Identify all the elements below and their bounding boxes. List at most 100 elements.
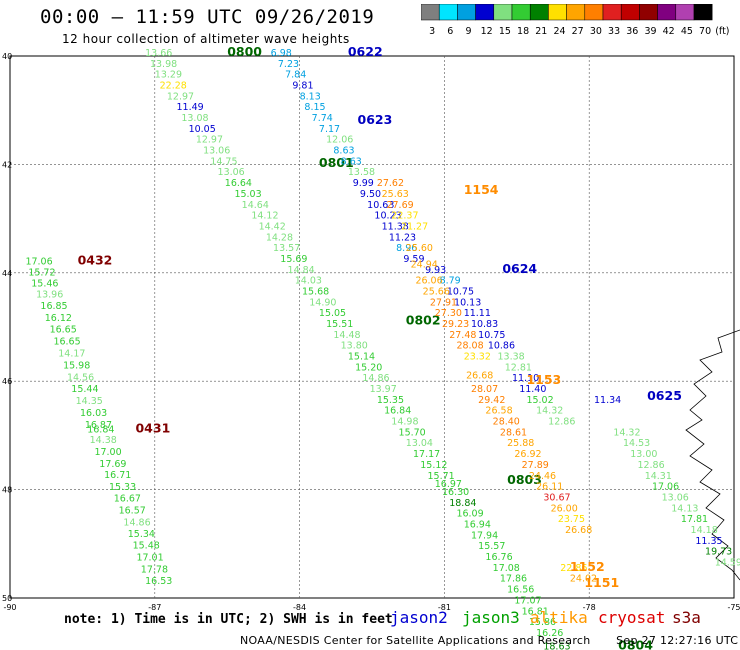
wave-height-value: 14.86: [362, 373, 389, 384]
lat-tick-label: 48: [2, 486, 12, 495]
wave-height-value: 18.63: [543, 641, 570, 650]
wave-height-value: 16.97: [435, 479, 462, 490]
wave-height-value: 10.05: [189, 124, 216, 135]
wave-height-value: 16.26: [536, 628, 563, 639]
wave-height-value: 16.09: [456, 509, 483, 520]
wave-height-value: 11.35: [695, 536, 722, 547]
legend-label: 9: [465, 26, 471, 37]
wave-height-value: 16.76: [485, 552, 512, 563]
wave-height-value: 10.13: [454, 297, 481, 308]
wave-height-value: 15.33: [109, 482, 136, 493]
wave-height-value: 15.12: [420, 460, 447, 471]
wave-height-value: 14.42: [259, 221, 286, 232]
wave-height-value: 15.05: [319, 308, 346, 319]
wave-height-value: 17.81: [681, 514, 708, 525]
wave-height-value: 9.59: [403, 254, 424, 265]
wave-height-value: 10.23: [374, 211, 401, 222]
wave-height-value: 17.94: [471, 530, 498, 541]
wave-height-value: 16.71: [104, 470, 131, 481]
wave-height-value: 14.90: [309, 297, 336, 308]
wave-height-value: 10.86: [488, 341, 515, 352]
lon-tick-label: -90: [3, 603, 16, 612]
note-text: note: 1) Time is in UTC; 2) SWH is in fe…: [64, 612, 393, 627]
credit-text: NOAA/NESDIS Center for Satellite Applica…: [240, 634, 591, 647]
wave-height-value: 15.35: [377, 395, 404, 406]
wave-height-value: 15.57: [478, 541, 505, 552]
wave-height-value: 27.91: [430, 297, 457, 308]
wave-height-value: 14.56: [67, 373, 94, 384]
color-legend: 3 6 9 12 15 18 21 24 27 30 33 36 39 42 45 70 (ft): [421, 4, 730, 37]
wave-height-value: 12.97: [196, 135, 223, 146]
wave-height-value: 14.59: [715, 557, 740, 568]
wave-height-value: 24.94: [411, 259, 438, 270]
wave-height-value: 17.17: [413, 449, 440, 460]
wave-height-value: 22.37: [391, 211, 418, 222]
track-time-label: 0801: [319, 155, 354, 170]
wave-height-value: 25.66: [423, 286, 450, 297]
wave-height-value: 10.75: [447, 286, 474, 297]
wave-height-value: 26.58: [485, 406, 512, 417]
wave-height-value: 16.12: [45, 313, 72, 324]
wave-height-value: 12.86: [637, 460, 664, 471]
lat-tick-label: 40: [2, 52, 12, 61]
wave-height-value: 16.30: [442, 487, 469, 498]
wave-height-value: 19.73: [705, 547, 732, 558]
wave-height-value: 15.72: [28, 268, 55, 279]
satellite-label-s3a: s3a: [672, 608, 701, 627]
legend-label: 70: [699, 26, 711, 37]
wave-height-value: 26.92: [514, 449, 541, 460]
wave-height-value: 14.35: [76, 396, 103, 407]
wave-height-value: 16.56: [507, 585, 534, 596]
wave-height-value: 14.75: [210, 156, 237, 167]
wave-height-value: 16.03: [80, 408, 107, 419]
wave-height-value: 13.98: [150, 59, 177, 70]
wave-height-value: 16.65: [53, 336, 80, 347]
wave-height-value: 7.84: [285, 70, 306, 81]
wave-height-value: 6.98: [271, 48, 292, 59]
track-time-label: 0802: [406, 312, 441, 327]
legend-label: 12: [481, 26, 493, 37]
legend-label: 36: [626, 26, 638, 37]
wave-height-value: 8.79: [440, 276, 461, 287]
wave-height-value: 13.80: [341, 341, 368, 352]
wave-height-value: 9.81: [292, 81, 313, 92]
wave-height-value: 14.28: [266, 232, 293, 243]
wave-height-value: 26.00: [551, 503, 578, 514]
wave-height-value: 10.75: [478, 330, 505, 341]
wave-height-value: 10.83: [471, 319, 498, 330]
wave-height-value: 14.64: [242, 200, 269, 211]
wave-height-value: 15.86: [529, 617, 556, 628]
lon-tick-label: -84: [293, 603, 306, 612]
wave-height-value: 21.27: [401, 221, 428, 232]
wave-height-value: 30.67: [543, 492, 570, 503]
legend-swatch: [693, 4, 713, 21]
wave-height-value: 15.69: [280, 254, 307, 265]
wave-height-value: 15.14: [348, 352, 375, 363]
wave-height-value: 14.13: [671, 503, 698, 514]
wave-height-value: 8.15: [304, 102, 325, 113]
wave-height-value: 29.23: [442, 319, 469, 330]
track-time-label: 0800: [227, 44, 262, 59]
legend-label: 39: [644, 26, 656, 37]
wave-height-value: 23.75: [558, 514, 585, 525]
wave-height-value: 24.46: [529, 471, 556, 482]
wave-height-value: 27.89: [522, 460, 549, 471]
track-time-label: 0431: [135, 421, 170, 436]
wave-height-value: 14.38: [90, 435, 117, 446]
wave-height-value: 17.06: [25, 257, 52, 268]
wave-height-value: 14.12: [251, 211, 278, 222]
wave-height-value: 28.08: [456, 341, 483, 352]
lat-tick-label: 44: [2, 269, 12, 278]
wave-height-value: 13.58: [348, 167, 375, 178]
legend-label: 6: [447, 26, 453, 37]
wave-height-value: 11.40: [519, 384, 546, 395]
wave-height-value: 27.62: [377, 178, 404, 189]
wave-height-value: 15.03: [234, 189, 261, 200]
track-time-label: 1151: [584, 575, 619, 590]
wave-height-value: 10.63: [367, 200, 394, 211]
wave-height-value: 16.64: [225, 178, 252, 189]
wave-height-value: 13.96: [36, 290, 63, 301]
wave-height-value: 11.11: [464, 308, 491, 319]
wave-height-value: 15.48: [133, 541, 160, 552]
